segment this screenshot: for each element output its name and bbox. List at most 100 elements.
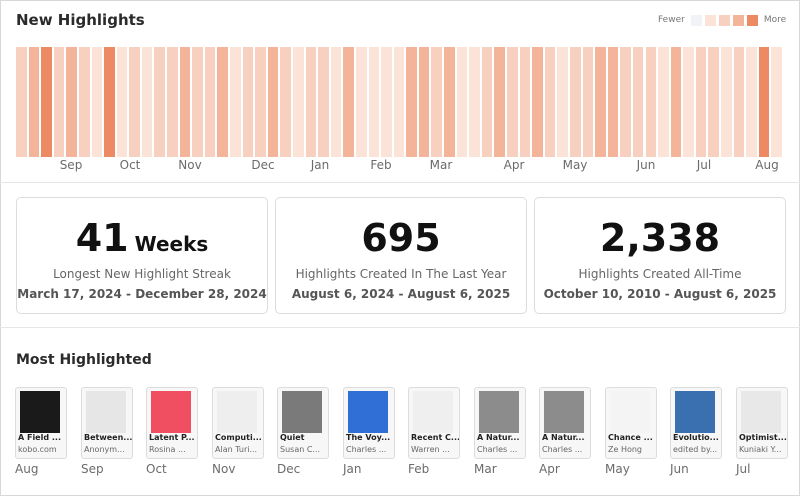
- heatmap-week-cell[interactable]: [393, 47, 405, 157]
- book-author: Ze Hong: [608, 445, 643, 454]
- stat-label: Highlights Created All-Time: [578, 267, 742, 281]
- heatmap-week-cell[interactable]: [519, 47, 531, 157]
- heatmap-week-cell[interactable]: [494, 47, 505, 157]
- book-cover: [675, 391, 715, 433]
- heatmap-week-cell[interactable]: [708, 47, 720, 157]
- heatmap-week-cell[interactable]: [355, 47, 367, 157]
- heatmap-week-cell[interactable]: [431, 47, 443, 157]
- book-author: Rosina ...: [149, 445, 186, 454]
- heatmap-week-cell[interactable]: [444, 47, 455, 157]
- heatmap-week-cell[interactable]: [78, 47, 90, 157]
- heatmap-week-cell[interactable]: [330, 47, 342, 157]
- heatmap-week-cell[interactable]: [255, 47, 266, 157]
- book-month-label: Jan: [343, 462, 362, 476]
- heatmap-week-cell[interactable]: [645, 47, 657, 157]
- heatmap-week-cell[interactable]: [343, 47, 354, 157]
- heatmap-week-cell[interactable]: [280, 47, 291, 157]
- heatmap-week-cell[interactable]: [721, 47, 732, 157]
- book-tile[interactable]: A Natur... Charles ...: [474, 387, 526, 459]
- heatmap-week-cell[interactable]: [418, 47, 430, 157]
- book-tile[interactable]: Evolutio... edited by...: [670, 387, 722, 459]
- stat-card-last-year: 695 Highlights Created In The Last Year …: [275, 197, 527, 314]
- legend-swatch-3: [732, 14, 744, 26]
- heatmap-week-cell[interactable]: [658, 47, 669, 157]
- heatmap-week-cell[interactable]: [116, 47, 128, 157]
- stat-value: 41 Weeks: [17, 216, 267, 260]
- heatmap-week-cell[interactable]: [167, 47, 178, 157]
- heatmap-week-cell[interactable]: [41, 47, 52, 157]
- heatmap-week-cell[interactable]: [242, 47, 254, 157]
- heatmap-week-cell[interactable]: [66, 47, 77, 157]
- book-tile[interactable]: A Field ... kobo.com: [15, 387, 67, 459]
- heatmap-week-cell[interactable]: [582, 47, 594, 157]
- heatmap-week-cell[interactable]: [91, 47, 103, 157]
- heatmap-week-cell[interactable]: [16, 47, 27, 157]
- heatmap-week-cell[interactable]: [733, 47, 745, 157]
- book-cover: [544, 391, 584, 433]
- book-cover: [348, 391, 388, 433]
- heatmap-week-cell[interactable]: [557, 47, 568, 157]
- heatmap-week-cell[interactable]: [481, 47, 493, 157]
- heatmap-week-cell[interactable]: [532, 47, 543, 157]
- heatmap-week-cell[interactable]: [230, 47, 241, 157]
- book-author: Kuniaki Y...: [739, 445, 782, 454]
- heatmap-week-cell[interactable]: [595, 47, 606, 157]
- heatmap-week-cell[interactable]: [104, 47, 115, 157]
- book-cover: [86, 391, 126, 433]
- book-tile[interactable]: Optimist... Kuniaki Y...: [736, 387, 788, 459]
- heatmap-week-cell[interactable]: [141, 47, 153, 157]
- heatmap-week-cell[interactable]: [569, 47, 581, 157]
- heatmap-week-cell[interactable]: [381, 47, 392, 157]
- heatmap-week-cell[interactable]: [28, 47, 40, 157]
- heatmap-week-cell[interactable]: [746, 47, 757, 157]
- heatmap-week-cell[interactable]: [179, 47, 191, 157]
- heatmap-week-cell[interactable]: [368, 47, 380, 157]
- heatmap-week-cell[interactable]: [318, 47, 329, 157]
- heatmap-week-cell[interactable]: [683, 47, 694, 157]
- heatmap-week-cell[interactable]: [771, 47, 782, 157]
- heatmap-month-axis: Sep Oct Nov Dec Jan Feb Mar Apr May Jun …: [0, 158, 800, 174]
- heatmap-week-cell[interactable]: [406, 47, 417, 157]
- book-author: Charles ...: [346, 445, 387, 454]
- book-tile[interactable]: Computi... Alan Turi...: [212, 387, 264, 459]
- heatmap-week-cell[interactable]: [456, 47, 468, 157]
- heatmap-week-cell[interactable]: [758, 47, 770, 157]
- book-tile[interactable]: A Natur... Charles ...: [539, 387, 591, 459]
- book-month-label: Apr: [539, 462, 560, 476]
- heatmap-week-cell[interactable]: [204, 47, 216, 157]
- heatmap-week-cell[interactable]: [670, 47, 682, 157]
- section-divider: [0, 182, 800, 183]
- heatmap-week-cell[interactable]: [607, 47, 619, 157]
- heatmap-week-cell[interactable]: [129, 47, 140, 157]
- stat-range: October 10, 2010 - August 6, 2025: [543, 287, 777, 301]
- stat-value: 695: [276, 216, 526, 260]
- book-title: Quiet: [280, 433, 305, 442]
- heatmap-week-cell[interactable]: [544, 47, 556, 157]
- book-month-label: Feb: [408, 462, 430, 476]
- heatmap-week-cell[interactable]: [292, 47, 304, 157]
- heatmap-week-cell[interactable]: [695, 47, 707, 157]
- heatmap-week-cell[interactable]: [469, 47, 480, 157]
- heatmap-week-cell[interactable]: [305, 47, 317, 157]
- heatmap-week-cell[interactable]: [192, 47, 203, 157]
- book-tile[interactable]: Quiet Susan C...: [277, 387, 329, 459]
- book-tile[interactable]: Latent P... Rosina ...: [146, 387, 198, 459]
- stat-range: August 6, 2024 - August 6, 2025: [291, 287, 511, 301]
- heatmap-week-cell[interactable]: [154, 47, 166, 157]
- book-tile[interactable]: Between... Anonym...: [81, 387, 133, 459]
- book-tile[interactable]: Recent C... Warren ...: [408, 387, 460, 459]
- heatmap-week-cell[interactable]: [632, 47, 644, 157]
- heatmap-week-cell[interactable]: [267, 47, 279, 157]
- stat-card-streak: 41 Weeks Longest New Highlight Streak Mar…: [16, 197, 268, 314]
- stat-number: 2,338: [599, 216, 721, 260]
- book-tile[interactable]: Chance ... Ze Hong: [605, 387, 657, 459]
- heatmap-week-cell[interactable]: [507, 47, 518, 157]
- book-tile[interactable]: The Voy... Charles ...: [343, 387, 395, 459]
- book-author: Charles ...: [542, 445, 583, 454]
- heatmap-week-cell[interactable]: [620, 47, 631, 157]
- book-month-label: Oct: [146, 462, 167, 476]
- heatmap-week-cell[interactable]: [217, 47, 229, 157]
- book-author: kobo.com: [18, 445, 57, 454]
- book-title: Evolutio...: [673, 433, 719, 442]
- heatmap-week-cell[interactable]: [53, 47, 65, 157]
